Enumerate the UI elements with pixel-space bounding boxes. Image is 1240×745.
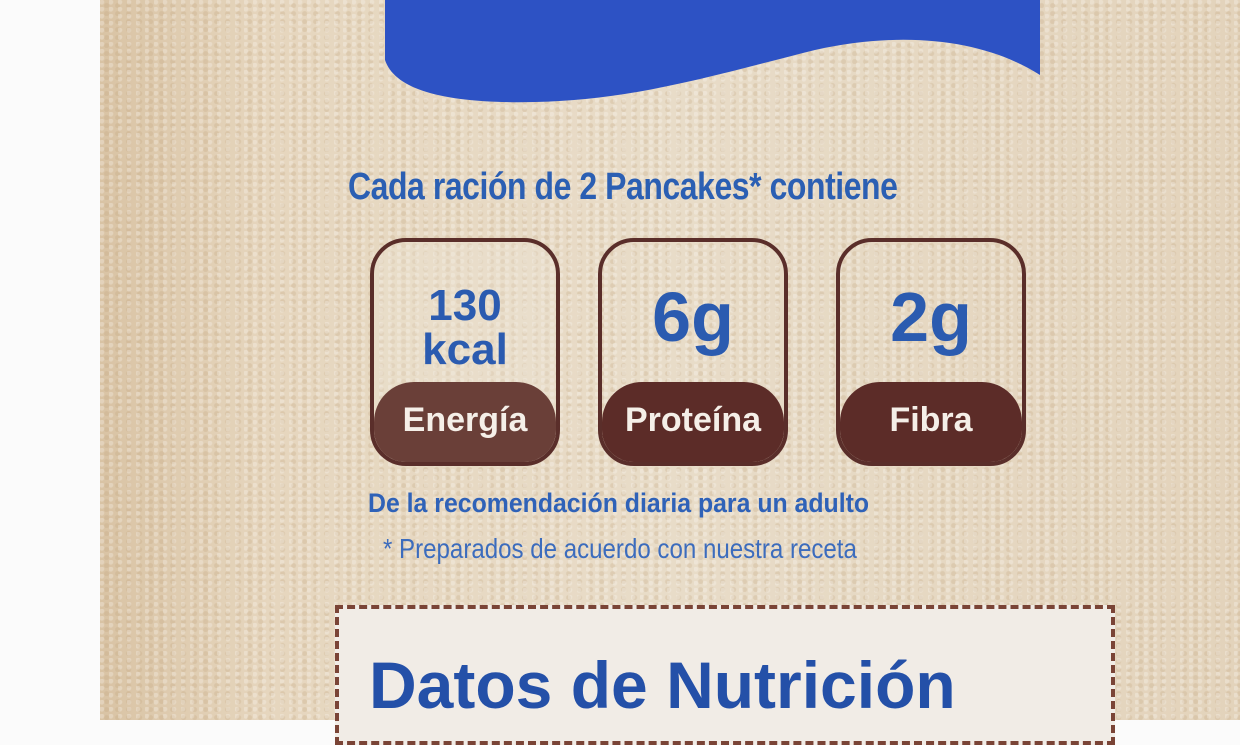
- energy-unit: kcal: [422, 325, 508, 374]
- energy-label: Energía: [374, 382, 556, 462]
- protein-badge: 6g Proteína: [598, 238, 788, 466]
- fiber-value: 2g: [890, 278, 972, 356]
- fiber-badge: 2g Fibra: [836, 238, 1026, 466]
- energy-number: 130: [428, 281, 502, 330]
- energy-badge: 130 kcal Energía: [370, 238, 560, 466]
- fiber-label: Fibra: [840, 382, 1022, 462]
- recommendation-text: De la recomendación diaria para un adult…: [368, 488, 870, 518]
- protein-value: 6g: [652, 278, 734, 356]
- package-surface: [100, 0, 1240, 720]
- nutrition-facts-title: Datos de Nutrición: [369, 648, 956, 722]
- serving-headline: Cada ración de 2 Pancakes* contiene: [348, 166, 898, 208]
- protein-label: Proteína: [602, 382, 784, 462]
- nutrition-facts-box: Datos de Nutrición: [335, 605, 1115, 745]
- blue-banner: [385, 0, 1040, 103]
- energy-value: 130 kcal: [374, 284, 556, 372]
- footnote: * Preparados de acuerdo con nuestra rece…: [383, 533, 857, 564]
